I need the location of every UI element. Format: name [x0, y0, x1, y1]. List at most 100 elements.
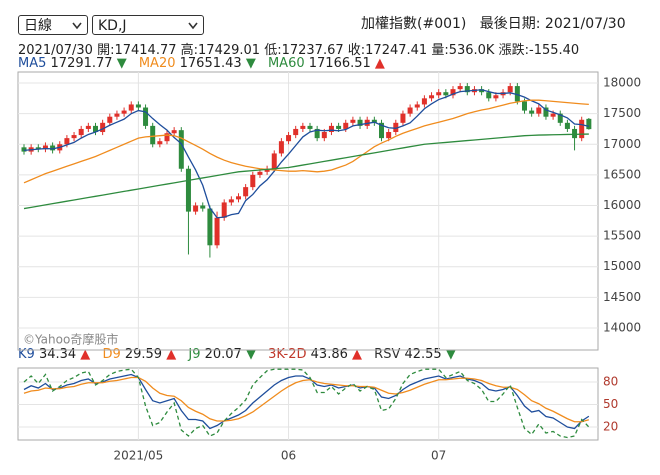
candle-body	[536, 107, 542, 114]
candle-body	[114, 113, 120, 117]
candle-body	[143, 107, 149, 126]
candle-body	[300, 125, 306, 129]
line-ma20	[23, 99, 589, 184]
candle-body	[185, 168, 191, 212]
candle-body	[193, 205, 199, 212]
candle-body	[207, 208, 213, 246]
candle-body	[257, 171, 263, 175]
candle-body	[393, 122, 399, 133]
legend-trend: ▼	[245, 56, 256, 71]
candle-body	[386, 132, 392, 139]
candle-body	[307, 125, 313, 129]
candle-body	[200, 205, 206, 209]
candle-body	[121, 110, 127, 114]
legend-value: 17651.43	[179, 56, 242, 71]
candle-body	[85, 125, 91, 129]
candle-body	[436, 92, 442, 96]
kd-legend: K9 34.34 ▲ D9 29.59 ▲ J9 20.07 ▼ 3K-2D 4…	[18, 347, 464, 362]
legend-trend: ▲	[166, 347, 177, 362]
legend-name: RSV	[374, 347, 401, 362]
candle-body	[314, 128, 320, 139]
quote-date: 2021/07/30	[18, 43, 93, 58]
x-tick-label: 07	[431, 449, 446, 463]
y-tick-label: 80	[603, 375, 618, 389]
period-select[interactable]: 日線	[18, 15, 88, 35]
legend-name: K9	[18, 347, 35, 362]
legend-value: 17166.51	[308, 56, 371, 71]
candle-body	[171, 130, 177, 134]
chevron	[188, 22, 198, 30]
candle-body	[293, 128, 299, 136]
y-tick-label: 15000	[603, 259, 641, 273]
candle-body	[414, 104, 420, 108]
candle-body	[64, 138, 70, 145]
candle-body	[35, 147, 41, 150]
candle-body	[550, 113, 556, 117]
high-value: 17429.01	[198, 43, 261, 58]
candle-body	[214, 217, 220, 246]
y-tick-label: 20	[603, 420, 618, 434]
open-value: 17414.77	[114, 43, 177, 58]
candle-body	[135, 104, 141, 108]
candle-body	[286, 135, 292, 142]
y-tick-label: 17000	[603, 137, 641, 151]
candle-body	[400, 113, 406, 123]
legend-value: 20.07	[204, 347, 242, 362]
low-label: 低:	[264, 43, 282, 58]
candle-body	[93, 125, 98, 133]
candle-body	[450, 89, 456, 96]
candle-body	[443, 92, 449, 96]
y-tick-label: 14000	[603, 320, 641, 334]
period-select-text: 日線	[24, 18, 52, 34]
change-label: 漲跌:	[498, 43, 529, 58]
candle-body	[228, 199, 234, 203]
change-value: -155.40	[529, 43, 580, 58]
candle-body	[471, 89, 477, 93]
candle-body	[557, 113, 563, 123]
x-tick-label: 2021/05	[113, 449, 163, 463]
legend-name: MA20	[138, 56, 176, 71]
candle-body	[78, 128, 84, 136]
y-tick-label: 14500	[603, 290, 641, 304]
line-j9	[23, 368, 590, 439]
legend-trend: ▲	[374, 56, 385, 71]
candle-body	[371, 119, 377, 123]
candle-body	[572, 128, 578, 139]
candle-body	[493, 95, 499, 99]
candle-body	[457, 86, 463, 90]
legend-name: D9	[102, 347, 121, 362]
candle-body	[429, 95, 435, 99]
candle-body	[21, 147, 27, 152]
volume-value: 536.0K	[448, 43, 495, 58]
indicator-select-text: KD,J	[98, 18, 127, 34]
indicator-select[interactable]: KD,J	[92, 15, 204, 35]
line-ma60	[23, 133, 589, 210]
legend-name: 3K-2D	[268, 347, 307, 362]
candle-body	[464, 86, 470, 93]
candle-body	[178, 130, 184, 169]
candle-body	[264, 168, 270, 172]
legend-trend: ▼	[445, 347, 456, 362]
candle-body	[50, 145, 56, 151]
candle-body	[579, 119, 585, 139]
legend-value: 34.34	[38, 347, 77, 362]
candle-body	[328, 125, 334, 133]
last-date: 2021/07/30	[544, 16, 626, 32]
candle-body	[221, 202, 227, 218]
open-label: 開:	[97, 43, 115, 58]
y-tick-label: 17500	[603, 106, 641, 120]
watermark: ©Yahoo奇摩股市	[23, 332, 118, 347]
high-label: 高:	[180, 43, 199, 58]
chevron	[72, 22, 82, 30]
candle-body	[486, 92, 492, 99]
candle-body	[157, 141, 163, 145]
candle-body	[278, 141, 284, 154]
candle-body	[71, 135, 77, 139]
legend-value: 29.59	[124, 347, 163, 362]
kd-pane	[17, 367, 599, 441]
x-tick-label: 06	[281, 449, 296, 463]
candle-body	[164, 133, 170, 142]
quote-row: 2021/07/30 開:17414.77 高:17429.01 低:17237…	[18, 39, 579, 58]
